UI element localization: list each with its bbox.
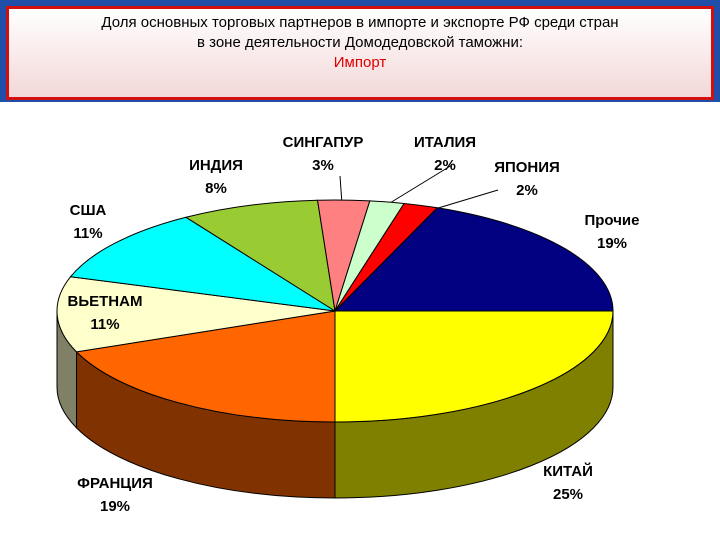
header-frame: Доля основных торговых партнеров в импор… — [0, 0, 720, 102]
value-label: 25% — [553, 486, 583, 503]
pie-slice — [333, 207, 614, 312]
slice-label: ИТАЛИЯ — [414, 134, 476, 151]
header-box: Доля основных торговых партнеров в импор… — [6, 6, 714, 100]
subtitle: Импорт — [333, 54, 387, 71]
leader-line — [339, 175, 343, 205]
slice-label: СИНГАПУР — [283, 134, 364, 151]
value-label: 11% — [90, 316, 119, 333]
value-label: 19% — [100, 498, 130, 515]
pie-slice — [56, 276, 336, 353]
pie-slice — [184, 199, 336, 313]
value-label: 8% — [205, 180, 227, 197]
pie-slice — [75, 310, 336, 423]
slice-label: ВЬЕТНАМ — [68, 293, 143, 310]
value-label: 2% — [434, 157, 456, 174]
leader-line — [384, 164, 453, 207]
slice-label: ИНДИЯ — [189, 157, 243, 174]
value-label: 2% — [516, 182, 538, 199]
slice-label: Прочие — [584, 212, 639, 229]
slice-label: ЯПОНИЯ — [494, 159, 560, 176]
title-line: в зоне деятельности Домодедовской таможн… — [196, 34, 524, 51]
pie-slice — [334, 310, 614, 423]
slice-label: США — [70, 202, 107, 219]
slice-label: КИТАЙ — [543, 462, 593, 480]
value-label: 19% — [597, 235, 627, 252]
value-label: 3% — [312, 157, 334, 174]
title-line: Доля основных торговых партнеров в импор… — [101, 14, 619, 31]
pie-slice — [69, 216, 336, 312]
slice-label: ФРАНЦИЯ — [77, 475, 153, 492]
value-label: 11% — [73, 225, 102, 242]
